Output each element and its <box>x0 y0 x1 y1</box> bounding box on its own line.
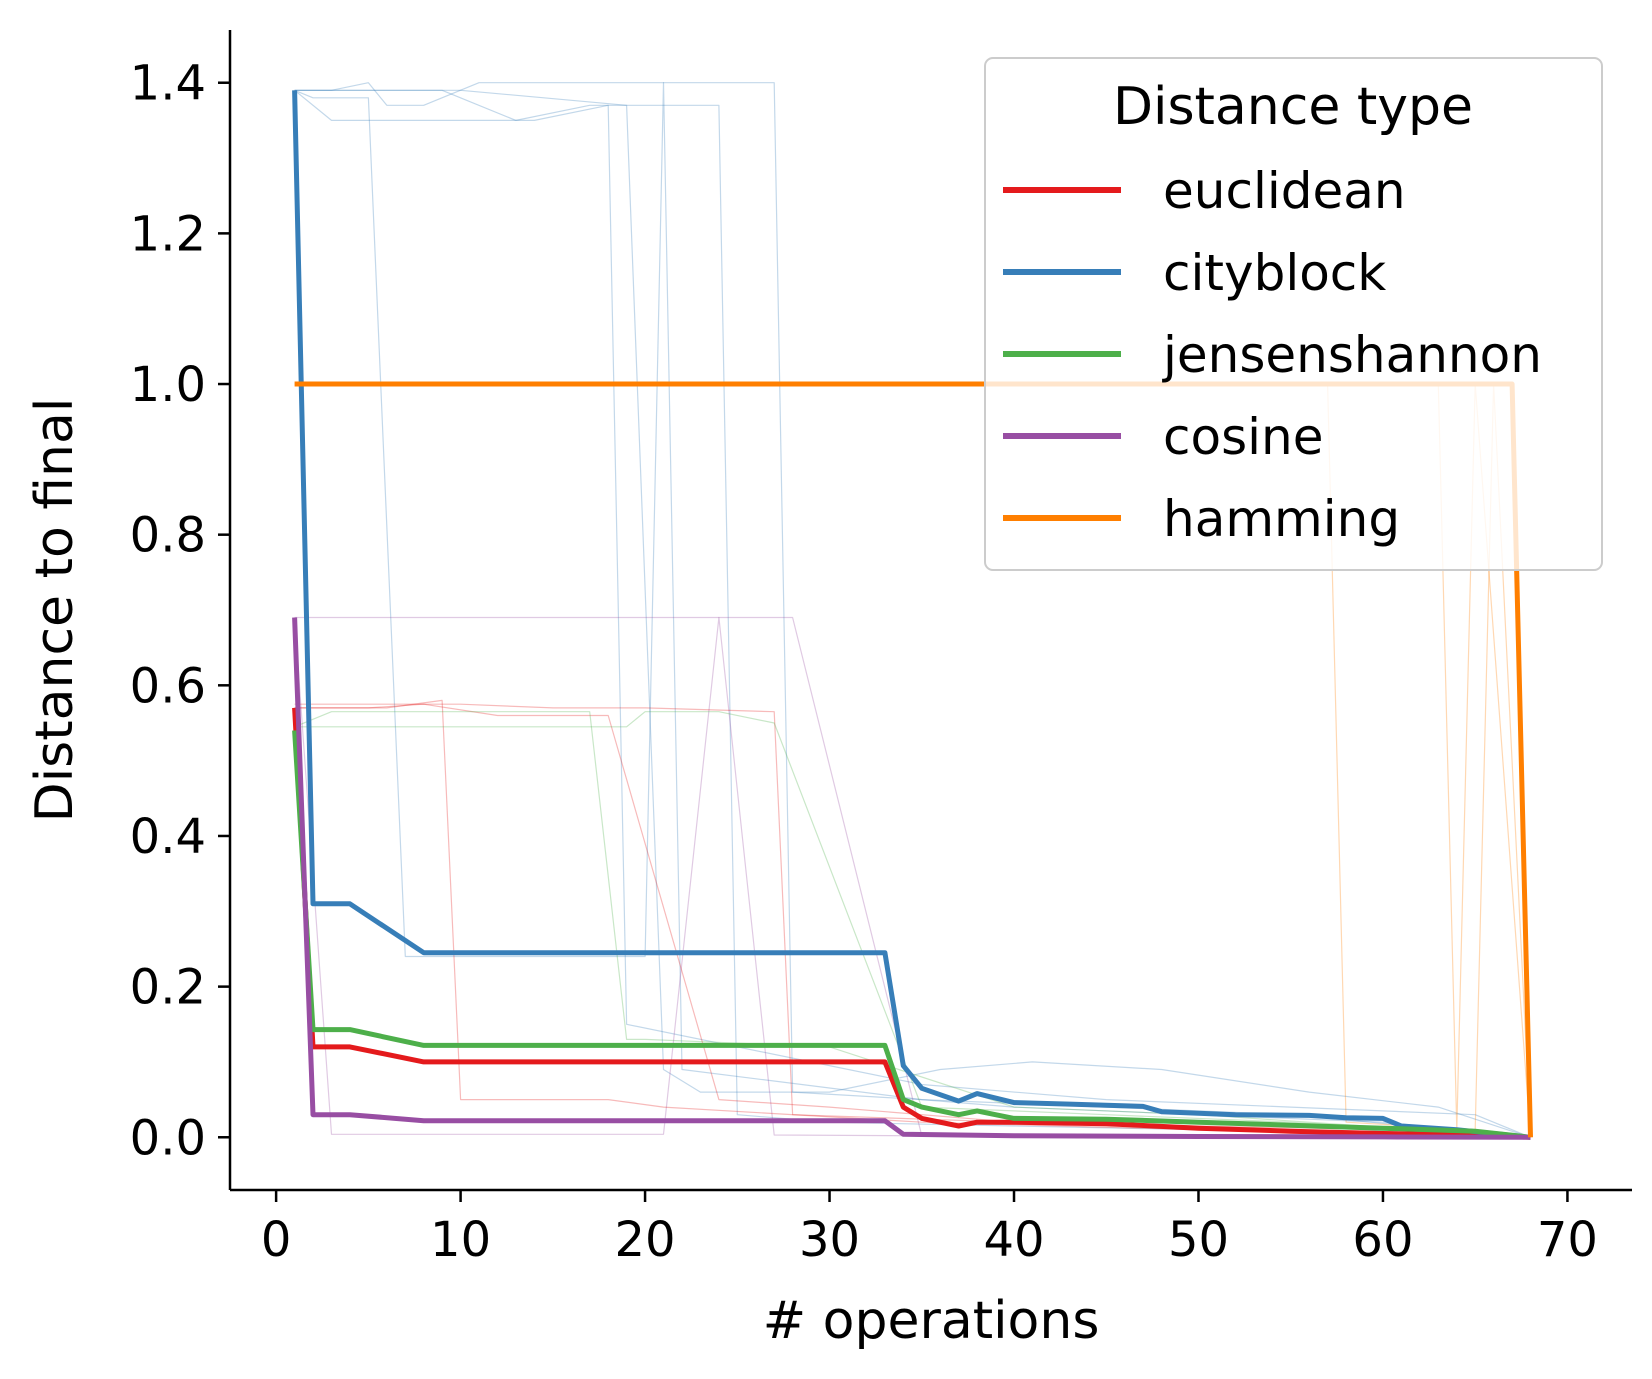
x-tick-label: 10 <box>430 1212 491 1268</box>
x-axis-label: # operations <box>763 1291 1100 1351</box>
x-tick-label: 50 <box>1168 1212 1229 1268</box>
y-tick-label: 0.6 <box>130 658 206 714</box>
x-tick-label: 70 <box>1537 1212 1598 1268</box>
background-run-line <box>294 703 1531 1138</box>
y-tick-label: 0.8 <box>130 508 206 564</box>
background-run-line <box>294 82 1531 1138</box>
x-tick-label: 40 <box>983 1212 1044 1268</box>
background-run-line <box>294 711 1531 1138</box>
legend-box <box>984 57 1603 571</box>
y-tick-label: 0.4 <box>130 809 206 865</box>
y-tick-label: 0.2 <box>130 960 206 1016</box>
series-line-jensenshannon <box>292 730 1531 1140</box>
x-tick-label: 30 <box>799 1212 860 1268</box>
y-ticks: 0.0 0.2 0.4 0.6 0.8 1.0 1.2 1.4 <box>130 56 230 1166</box>
legend: Distance type euclidean cityblock jensensh… <box>984 57 1603 571</box>
background-run-line <box>294 89 1531 1138</box>
legend-title: Distance type <box>1113 77 1473 137</box>
legend-label-hamming: hamming <box>1163 490 1400 548</box>
background-run-line <box>294 711 1531 1138</box>
y-tick-label: 1.4 <box>130 56 206 112</box>
legend-label-cosine: cosine <box>1163 408 1323 466</box>
legend-label-jensenshannon: jensenshannon <box>1162 326 1542 384</box>
series-line-cityblock <box>292 90 1531 1140</box>
x-tick-label: 20 <box>615 1212 676 1268</box>
y-axis-label: Distance to final <box>25 398 85 823</box>
series-line-cosine <box>292 617 1531 1140</box>
y-tick-label: 1.2 <box>130 206 206 262</box>
x-tick-label: 60 <box>1352 1212 1413 1268</box>
background-run-line <box>294 89 1531 1138</box>
legend-label-cityblock: cityblock <box>1163 244 1386 302</box>
y-tick-label: 1.0 <box>130 357 206 413</box>
background-run-line <box>294 699 1531 1138</box>
axes: 0 10 20 30 40 50 60 70 0.0 0.2 0.4 0.6 0.8 1.0 1.2 1.4… <box>25 30 1632 1351</box>
legend-label-euclidean: euclidean <box>1163 162 1406 220</box>
series-line-euclidean <box>292 707 1531 1140</box>
y-tick-label: 0.0 <box>130 1110 206 1166</box>
legend-items: euclidean cityblock jensenshannon cosine ham… <box>1003 162 1542 548</box>
x-ticks: 0 10 20 30 40 50 60 70 <box>261 1190 1598 1268</box>
x-tick-label: 0 <box>261 1212 292 1268</box>
